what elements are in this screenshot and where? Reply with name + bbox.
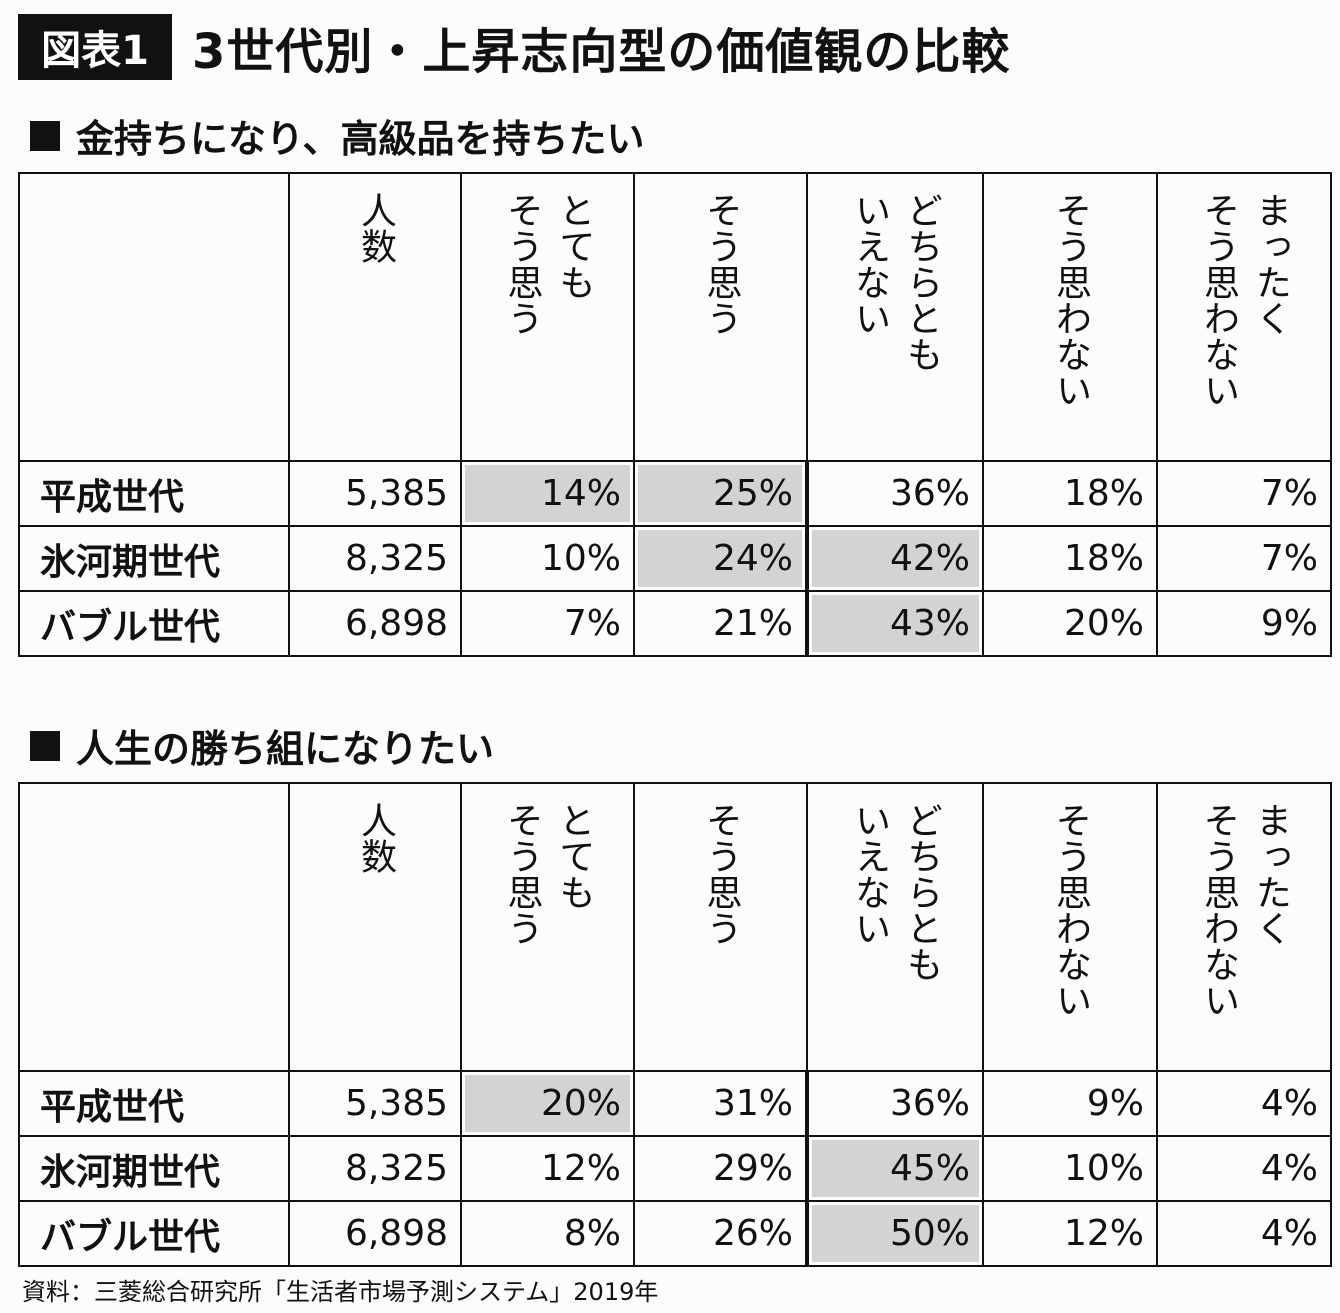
- column-header-text: そう思う: [700, 192, 742, 336]
- percent-cell: 18%: [982, 460, 1158, 527]
- percent-cell: 12%: [460, 1135, 635, 1202]
- column-header-text: そう思う: [700, 802, 742, 946]
- count-cell: 8,325: [288, 525, 462, 592]
- column-header-text: そう思わない: [1050, 802, 1091, 1018]
- column-header: 人数: [288, 782, 462, 1072]
- count-cell: 8,325: [288, 1135, 462, 1202]
- column-header: 人数: [288, 172, 462, 462]
- percent-cell: 7%: [460, 590, 635, 657]
- square-bullet-icon: [30, 120, 60, 151]
- percent-cell: 43%: [805, 590, 984, 657]
- column-header-text: まったく そう思わない: [1198, 192, 1291, 408]
- percent-cell: 7%: [1156, 525, 1332, 592]
- percent-cell: 26%: [633, 1200, 808, 1267]
- column-header-text: とても そう思う: [501, 802, 595, 946]
- percent-cell: 4%: [1156, 1135, 1332, 1202]
- table-row: 平成世代 5,385 20% 31% 36% 9% 4%: [18, 1070, 1332, 1137]
- table-row: 氷河期世代 8,325 10% 24% 42% 18% 7%: [18, 525, 1332, 592]
- section-title-text: 金持ちになり、高級品を持ちたい: [76, 117, 645, 161]
- percent-cell: 8%: [460, 1200, 635, 1267]
- percent-cell: 18%: [982, 525, 1158, 592]
- section-title-1: 金持ちになり、高級品を持ちたい: [30, 108, 644, 163]
- table-row: 氷河期世代 8,325 12% 29% 45% 10% 4%: [18, 1135, 1332, 1202]
- count-cell: 5,385: [288, 1070, 462, 1137]
- percent-cell: 50%: [805, 1200, 984, 1267]
- percent-cell: 36%: [805, 460, 984, 527]
- percent-cell: 20%: [460, 1070, 635, 1137]
- column-header-text: どちらとも いえない: [849, 802, 942, 982]
- table-row: バブル世代 6,898 8% 26% 50% 12% 4%: [18, 1200, 1332, 1267]
- count-cell: 6,898: [288, 590, 462, 657]
- source-note: 資料：三菱総合研究所「生活者市場予測システム」2019年: [22, 1278, 659, 1306]
- column-header: そう思う: [633, 172, 808, 462]
- square-bullet-icon: [30, 730, 60, 761]
- column-header: そう思わない: [982, 782, 1158, 1072]
- table-row: バブル世代 6,898 7% 21% 43% 20% 9%: [18, 590, 1332, 657]
- table-row: 平成世代 5,385 14% 25% 36% 18% 7%: [18, 460, 1332, 527]
- percent-cell: 25%: [633, 460, 808, 527]
- column-header-text: 人数: [355, 192, 396, 264]
- header-row: 人数 とても そう思う そう思う どちらとも いえない そう思わない まったく そう思わな…: [18, 172, 1332, 462]
- percent-cell: 20%: [982, 590, 1158, 657]
- row-label: 平成世代: [18, 1070, 290, 1137]
- percent-cell: 10%: [460, 525, 635, 592]
- column-header-text: どちらとも いえない: [849, 192, 942, 372]
- column-header: まったく そう思わない: [1156, 172, 1332, 462]
- column-header-text: とても そう思う: [501, 192, 595, 336]
- row-label: バブル世代: [18, 590, 290, 657]
- column-header-text: 人数: [355, 802, 396, 874]
- percent-cell: 4%: [1156, 1070, 1332, 1137]
- column-header: そう思う: [633, 782, 808, 1072]
- row-label: 氷河期世代: [18, 525, 290, 592]
- figure-title: 3世代別・上昇志向型の価値観の比較: [192, 24, 1011, 80]
- percent-cell: 42%: [805, 525, 984, 592]
- percent-cell: 21%: [633, 590, 808, 657]
- percent-cell: 10%: [982, 1135, 1158, 1202]
- percent-cell: 9%: [982, 1070, 1158, 1137]
- percent-cell: 7%: [1156, 460, 1332, 527]
- percent-cell: 24%: [633, 525, 808, 592]
- column-header: [18, 782, 290, 1072]
- percent-cell: 36%: [805, 1070, 984, 1137]
- section-title-text: 人生の勝ち組になりたい: [76, 727, 495, 771]
- percent-cell: 12%: [982, 1200, 1158, 1267]
- row-label: 氷河期世代: [18, 1135, 290, 1202]
- column-header: [18, 172, 290, 462]
- percent-cell: 45%: [805, 1135, 984, 1202]
- table-life-winner: 人数 とても そう思う そう思う どちらとも いえない そう思わない まったく そう思わな…: [18, 782, 1332, 1267]
- count-cell: 5,385: [288, 460, 462, 527]
- figure-badge: 図表1: [18, 14, 172, 80]
- header-row: 人数 とても そう思う そう思う どちらとも いえない そう思わない まったく そう思わな…: [18, 782, 1332, 1072]
- column-header: どちらとも いえない: [806, 172, 984, 462]
- count-cell: 6,898: [288, 1200, 462, 1267]
- column-header: とても そう思う: [460, 782, 635, 1072]
- section-title-2: 人生の勝ち組になりたい: [30, 718, 494, 773]
- percent-cell: 31%: [633, 1070, 808, 1137]
- column-header: そう思わない: [982, 172, 1158, 462]
- column-header-text: まったく そう思わない: [1198, 802, 1291, 1018]
- percent-cell: 9%: [1156, 590, 1332, 657]
- column-header-text: そう思わない: [1050, 192, 1091, 408]
- row-label: 平成世代: [18, 460, 290, 527]
- percent-cell: 14%: [460, 460, 635, 527]
- table-rich-luxury: 人数 とても そう思う そう思う どちらとも いえない そう思わない まったく そう思わな…: [18, 172, 1332, 657]
- column-header: まったく そう思わない: [1156, 782, 1332, 1072]
- percent-cell: 29%: [633, 1135, 808, 1202]
- percent-cell: 4%: [1156, 1200, 1332, 1267]
- column-header: どちらとも いえない: [806, 782, 984, 1072]
- row-label: バブル世代: [18, 1200, 290, 1267]
- column-header: とても そう思う: [460, 172, 635, 462]
